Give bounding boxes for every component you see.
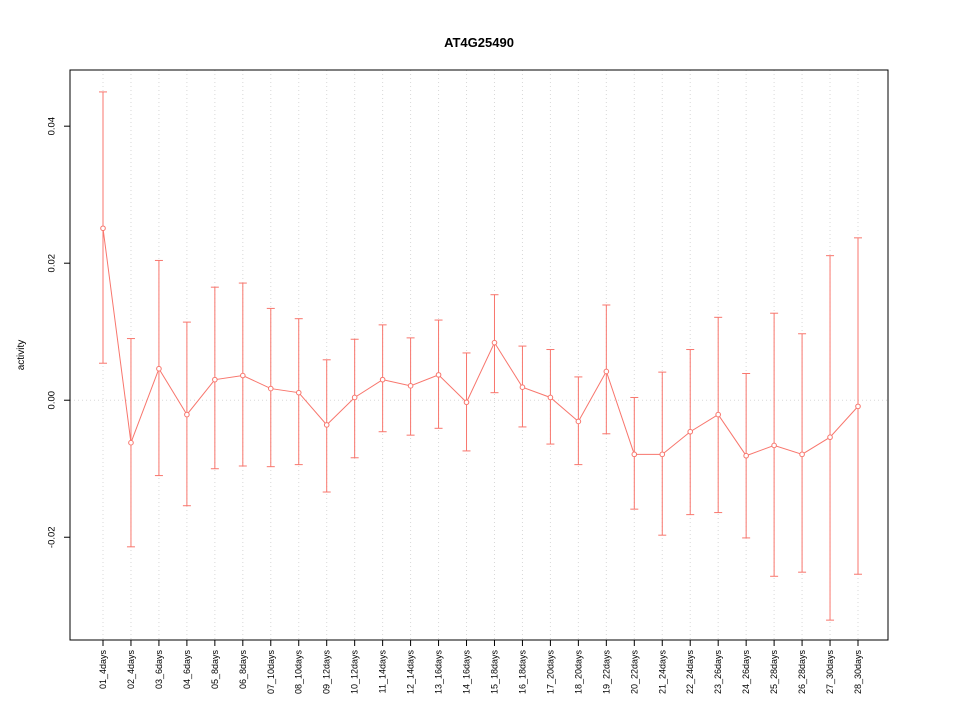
plot-border [69,69,889,641]
axes: -0.02 0.00 0.02 0.04 01_4days 02_4days 03_6day… [47,69,889,695]
error-bar-series [99,91,862,621]
x-tick-label: 06_8days [238,650,248,690]
x-tick-label: 12_14days [406,650,416,695]
data-point [519,384,526,390]
x-tick-label: 11_14days [378,650,388,694]
y-tick-label: 0.02 [47,254,58,273]
x-tick-label: 19_22days [601,650,611,695]
x-tick-label: 15_18days [489,650,499,695]
x-tick-label: 08_10days [294,650,304,695]
data-point [156,365,162,372]
x-tick-label: 01_4days [98,650,108,690]
data-point [379,376,386,383]
x-tick-label: 09_12days [322,650,332,695]
x-tick-label: 04_6days [182,650,192,690]
x-tick-label: 18_20days [573,650,583,695]
x-tick-label: 03_6days [154,650,164,690]
x-tick-label: 02_4days [126,650,136,690]
data-point [240,372,246,379]
data-point [184,411,190,418]
data-point [771,442,777,449]
data-point [323,422,330,428]
data-point [799,451,805,458]
x-tick-label: 13_16days [434,650,444,695]
data-point [827,434,833,441]
y-axis-label: activity [16,340,27,371]
data-point [463,399,470,406]
x-tick-label: 16_18days [517,650,527,695]
x-tick-label: 27_30days [825,650,835,695]
y-tick-label: 0.00 [47,391,58,410]
data-point [491,339,498,346]
grid-layer [70,70,888,640]
y-tick-label: 0.04 [47,117,58,136]
data-point [267,385,274,392]
series-line [102,228,859,457]
data-point [295,389,302,396]
x-tick-label: 05_8days [210,650,220,690]
x-tick-label: 20_22days [629,650,639,695]
data-point [687,428,694,435]
y-tick-label: -0.02 [47,526,58,548]
x-tick-label: 25_28days [769,650,779,695]
data-point [128,439,134,446]
data-point [743,452,749,459]
chart-title: AT4G25490 [444,35,514,50]
data-point [659,451,666,458]
data-point [603,368,610,375]
data-point [435,372,442,378]
data-point [547,394,554,401]
data-point [715,411,721,418]
data-point [212,376,218,383]
x-tick-label: 22_24days [685,650,695,695]
x-tick-label: 10_12days [350,650,360,695]
data-point [100,225,106,232]
data-point [855,403,861,410]
x-tick-label: 23_26days [713,650,723,695]
x-tick-label: 28_30days [853,650,863,695]
x-tick-label: 21_24days [657,650,667,695]
x-tick-label: 07_10days [266,650,276,695]
data-point [407,383,414,389]
x-tick-label: 24_26days [741,650,751,695]
data-point [575,418,582,425]
data-point [351,394,358,401]
x-tick-label: 26_28days [797,650,807,695]
x-tick-label: 17_20days [545,650,555,695]
x-tick-label: 14_16days [462,650,472,695]
data-point [631,451,638,458]
